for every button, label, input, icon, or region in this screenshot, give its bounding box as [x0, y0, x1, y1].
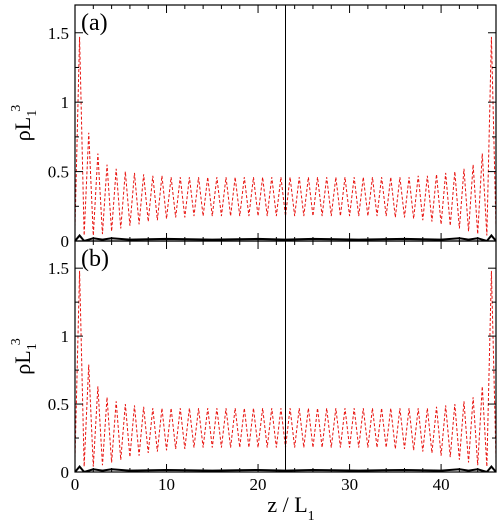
panel-a: 0 0.5 1 1.5 (a) ρL13: [9, 4, 497, 251]
series-0-line: [75, 36, 496, 236]
y-tick-label: 1: [61, 93, 70, 112]
y-tick-label: 0.5: [48, 395, 69, 414]
y-tick-label: 1.5: [48, 24, 69, 43]
y-tick-label: 0: [61, 463, 70, 482]
x-axis-label: z / L1: [267, 492, 314, 524]
plot-frame: [74, 240, 497, 473]
x-axis-label-text: z / L1: [267, 492, 314, 524]
y-tick-label: 1: [61, 327, 70, 346]
x-tick-label: 10: [158, 475, 175, 494]
panel-b: 0 10 20 30 40 0 0.5 1 1.5 (b) ρL13: [9, 240, 497, 494]
y-axis-label: ρL13: [9, 105, 40, 141]
x-tick-label: 0: [71, 475, 80, 494]
panel-label: (b): [81, 246, 109, 272]
x-tick-label: 30: [341, 475, 358, 494]
x-tick-label: 20: [250, 475, 267, 494]
panel-label: (a): [81, 10, 108, 36]
y-tick-label: 1.5: [48, 259, 69, 278]
y-tick-label: 0: [61, 232, 70, 251]
y-axis-label: ρL13: [9, 338, 40, 374]
x-tick-label: 40: [433, 475, 450, 494]
y-tick-label: 0.5: [48, 163, 69, 182]
